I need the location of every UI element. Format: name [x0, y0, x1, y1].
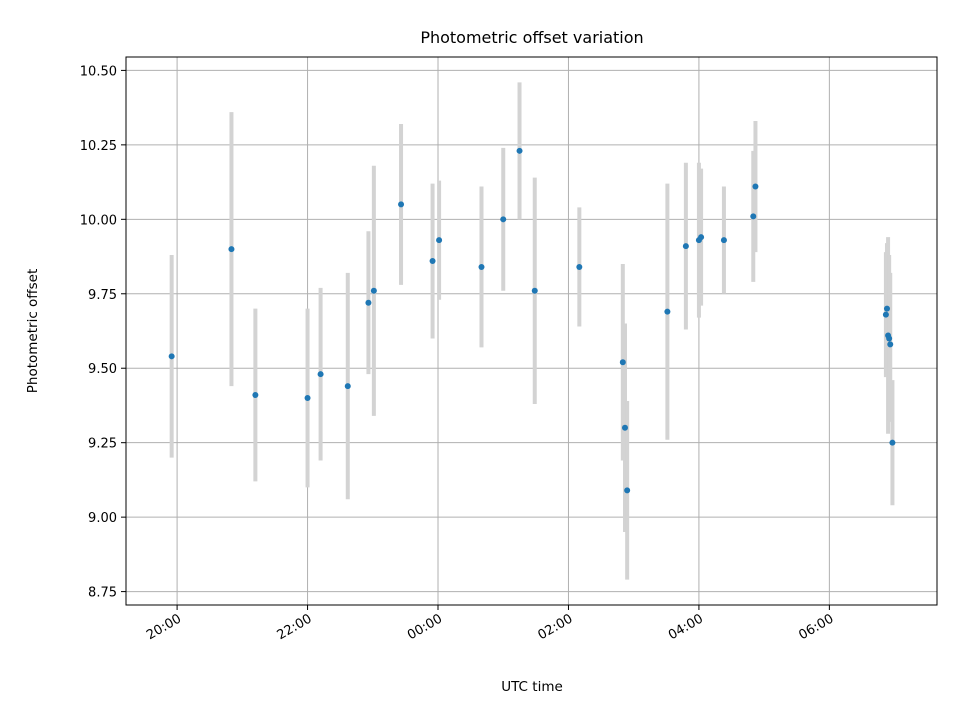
data-point	[621, 424, 628, 431]
y-tick-label: 9.00	[88, 511, 117, 526]
data-point	[304, 395, 311, 402]
data-point	[531, 287, 538, 294]
chart-title: Photometric offset variation	[420, 28, 643, 47]
x-tick-label: 06:00	[796, 611, 836, 643]
y-tick-label: 9.25	[88, 437, 117, 452]
data-point	[664, 308, 671, 315]
data-point	[500, 216, 507, 223]
x-tick-label: 20:00	[144, 611, 184, 643]
data-point	[619, 359, 626, 366]
y-tick-label: 10.00	[80, 213, 117, 228]
data-point	[516, 147, 523, 154]
x-tick-label: 22:00	[275, 611, 315, 643]
x-axis-label: UTC time	[501, 679, 563, 695]
x-tick-label: 02:00	[536, 611, 576, 643]
data-points	[168, 147, 896, 494]
data-point	[882, 311, 889, 318]
data-point	[750, 213, 757, 220]
error-bars	[169, 82, 895, 580]
y-tick-label: 8.75	[88, 586, 117, 601]
data-point	[168, 353, 175, 360]
data-point	[883, 305, 890, 312]
x-tick-label: 00:00	[405, 611, 445, 643]
data-point	[252, 392, 259, 399]
data-point	[720, 237, 727, 244]
data-point	[365, 299, 372, 306]
data-point	[317, 371, 324, 378]
data-point	[886, 335, 893, 342]
data-point	[398, 201, 405, 208]
data-point	[344, 383, 351, 390]
data-point	[889, 439, 896, 446]
y-tick-label: 9.50	[88, 362, 117, 377]
data-point	[429, 258, 436, 265]
y-tick-label: 10.25	[80, 139, 117, 154]
data-point	[478, 263, 485, 270]
data-point	[887, 341, 894, 348]
y-tick-label: 10.50	[80, 64, 117, 79]
data-point	[576, 263, 583, 270]
data-point	[624, 487, 631, 494]
data-point	[752, 183, 759, 190]
x-tick-label: 04:00	[666, 611, 706, 643]
data-point	[698, 234, 705, 241]
data-point	[682, 243, 689, 250]
data-point	[228, 246, 235, 253]
y-axis-label: Photometric offset	[25, 269, 41, 393]
y-tick-label: 9.75	[88, 288, 117, 303]
axis-ticks: 8.75 9.00 9.25 9.50 9.75 10.00 10.25 10.50 20:00…	[80, 64, 837, 643]
plot-frame	[125, 56, 938, 606]
data-point	[436, 237, 443, 244]
grid-lines	[126, 57, 937, 605]
data-point	[370, 287, 377, 294]
